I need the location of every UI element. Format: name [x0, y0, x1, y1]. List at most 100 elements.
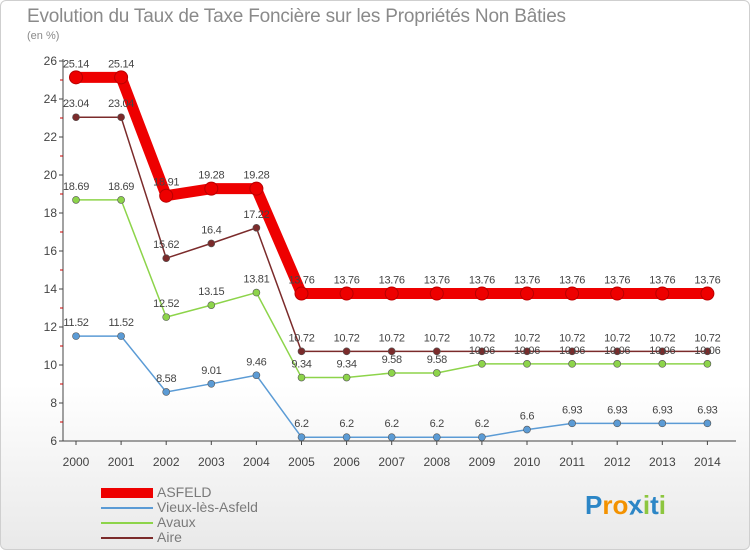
y-tick-label: 26: [44, 54, 58, 68]
legend-label: Avaux: [157, 514, 196, 530]
logo-letter: i: [642, 490, 651, 520]
data-point: [613, 360, 622, 368]
data-label: 10.72: [649, 332, 675, 344]
data-point: [478, 347, 486, 356]
data-label: 16.4: [201, 224, 221, 236]
data-point: [162, 313, 170, 321]
data-label: 10.72: [514, 332, 540, 344]
data-label: 25.14: [108, 58, 134, 70]
data-label: 10.06: [559, 345, 585, 357]
data-point: [478, 433, 486, 442]
x-tick-label: 2009: [469, 455, 496, 469]
y-tick-label: 22: [44, 130, 58, 144]
data-label: 13.76: [379, 275, 405, 287]
data-label: 13.15: [198, 286, 224, 298]
legend-label: Aire: [157, 529, 182, 545]
y-tick-label: 6: [50, 434, 57, 448]
data-point: [297, 347, 306, 356]
x-tick-label: 2002: [153, 455, 180, 469]
logo-letter: i: [658, 490, 666, 520]
data-point: [117, 196, 125, 204]
data-label: 9.58: [427, 354, 447, 366]
data-point: [703, 360, 712, 368]
data-point: [69, 70, 83, 85]
data-label: 9.01: [201, 365, 221, 377]
data-point: [520, 286, 534, 301]
data-point: [658, 360, 667, 368]
data-label: 19.28: [198, 170, 224, 182]
data-point: [384, 286, 399, 301]
data-point: [703, 419, 712, 428]
data-point: [700, 286, 715, 301]
data-label: 6.2: [384, 418, 399, 430]
data-point: [658, 419, 667, 428]
data-point: [474, 286, 489, 301]
data-label: 9.46: [246, 356, 266, 368]
data-point: [432, 347, 441, 356]
data-point: [294, 286, 309, 301]
data-label: 10.72: [694, 332, 720, 344]
data-point: [655, 286, 670, 301]
data-label: 12.52: [153, 298, 179, 310]
data-label: 10.72: [288, 332, 314, 344]
data-label: 6.6: [520, 411, 535, 423]
data-label: 9.58: [382, 354, 402, 366]
legend-swatch: [101, 537, 153, 539]
logo-letter: o: [612, 490, 629, 520]
data-point: [478, 360, 486, 368]
data-label: 10.06: [649, 345, 675, 357]
data-point: [159, 188, 174, 203]
data-point: [432, 433, 441, 442]
data-label: 13.76: [649, 275, 675, 287]
data-label: 19.28: [243, 170, 269, 182]
data-point: [523, 347, 531, 356]
data-label: 8.58: [156, 373, 176, 385]
data-point: [207, 301, 216, 309]
data-point: [114, 70, 129, 85]
data-label: 18.69: [108, 181, 134, 193]
data-point: [568, 419, 576, 428]
data-label: 13.76: [288, 275, 314, 287]
data-label: 10.06: [694, 345, 720, 357]
data-label: 10.06: [469, 345, 495, 357]
data-point: [568, 360, 576, 368]
x-tick-label: 2008: [423, 455, 450, 469]
data-label: 13.76: [559, 275, 585, 287]
chart-title: Evolution du Taux de Taxe Foncière sur l…: [27, 6, 566, 27]
data-point: [613, 419, 622, 428]
data-label: 6.93: [607, 404, 627, 416]
data-point: [207, 380, 216, 388]
y-tick-label: 16: [44, 244, 58, 258]
data-label: 9.34: [291, 359, 311, 371]
x-tick-label: 2013: [649, 455, 676, 469]
x-tick-label: 2001: [108, 455, 135, 469]
legend-swatch: [101, 507, 153, 509]
data-point: [703, 347, 712, 356]
legend-label: Vieux-lès-Asfeld: [157, 499, 258, 515]
data-label: 23.04: [63, 98, 89, 110]
data-label: 6.2: [294, 418, 309, 430]
data-point: [249, 181, 264, 196]
data-label: 10.06: [604, 345, 630, 357]
data-label: 6.2: [430, 418, 445, 430]
data-point: [610, 286, 625, 301]
unit-label: (en %): [27, 30, 60, 42]
legend-label: ASFELD: [157, 484, 212, 500]
y-tick-label: 10: [44, 358, 58, 372]
data-label: 18.91: [153, 177, 179, 189]
x-tick-label: 2010: [514, 455, 541, 469]
data-label: 6.2: [475, 418, 490, 430]
x-tick-label: 2011: [559, 455, 585, 469]
data-point: [568, 347, 576, 356]
y-tick-label: 24: [44, 92, 58, 106]
data-label: 13.76: [469, 275, 495, 287]
data-label: 6.93: [652, 404, 672, 416]
data-point: [252, 371, 261, 380]
x-tick-label: 2007: [378, 455, 405, 469]
data-label: 13.76: [424, 275, 450, 287]
data-point: [297, 433, 306, 442]
data-label: 23.04: [108, 98, 134, 110]
data-point: [207, 239, 216, 248]
y-tick-label: 12: [44, 320, 58, 334]
